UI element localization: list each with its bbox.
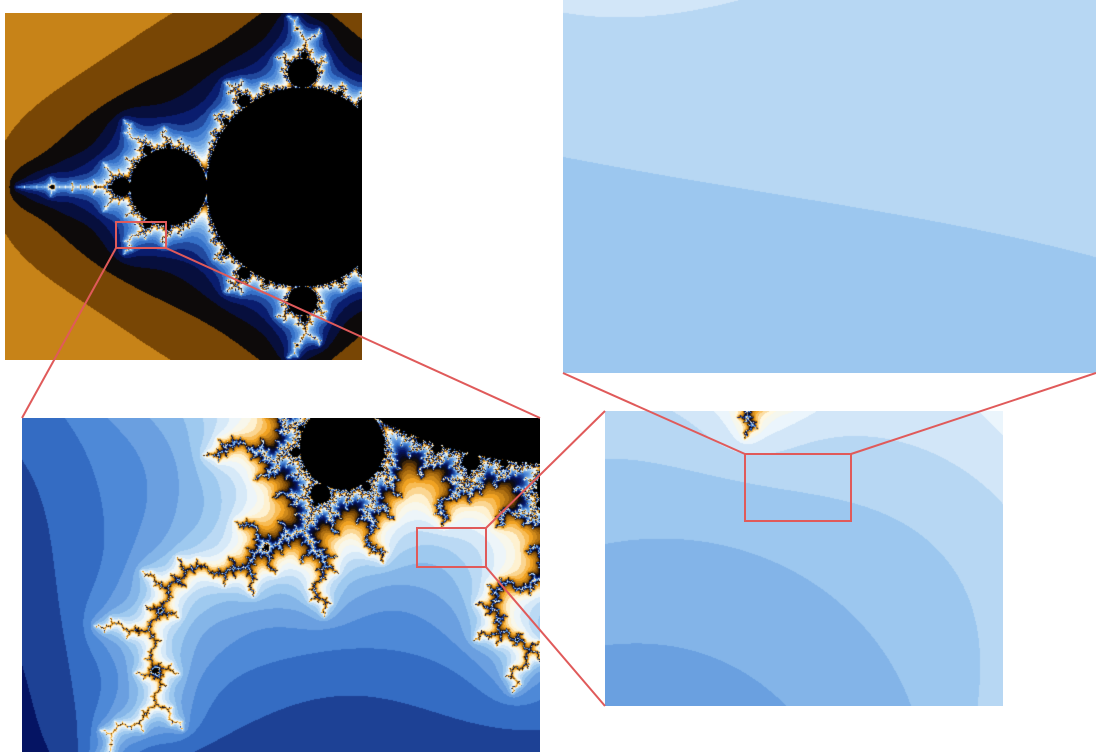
- zoom-overlay: [0, 0, 1096, 755]
- zoom-line: [166, 248, 540, 418]
- zoom-box: [745, 454, 851, 521]
- zoom-box: [116, 222, 166, 248]
- zoom-box: [417, 528, 486, 567]
- zoom-line: [22, 248, 116, 418]
- page: (() => { const stops = [ [0.00, [58, 120…: [0, 0, 1096, 755]
- zoom-line: [486, 411, 605, 528]
- zoom-line: [563, 373, 745, 454]
- zoom-line: [851, 373, 1096, 454]
- zoom-line: [486, 567, 605, 706]
